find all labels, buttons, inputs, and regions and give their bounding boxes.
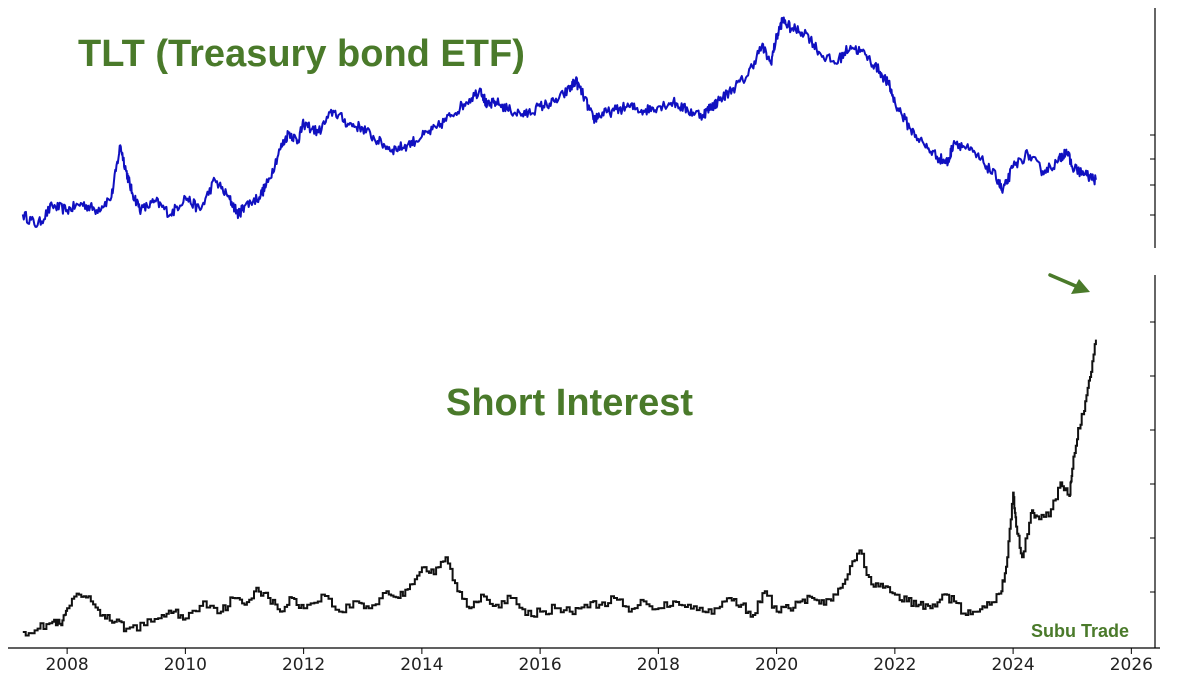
x-tick-label: 2008 xyxy=(45,655,88,675)
x-tick-label: 2026 xyxy=(1110,655,1153,675)
x-tick-label: 2022 xyxy=(873,655,916,675)
bottom-panel-right-ticks xyxy=(1150,321,1155,593)
x-tick-label: 2018 xyxy=(637,655,680,675)
short-interest-panel-title: Short Interest xyxy=(446,382,693,424)
x-tick-label: 2014 xyxy=(400,655,443,675)
tlt-price-line xyxy=(21,16,1097,228)
latest-value-arrow xyxy=(1048,273,1090,294)
x-tick-label: 2012 xyxy=(282,655,325,675)
top-panel-right-ticks xyxy=(1150,134,1155,216)
x-tick-label: 2020 xyxy=(755,655,798,675)
tlt-panel-title: TLT (Treasury bond ETF) xyxy=(78,33,525,75)
short-interest-line xyxy=(22,339,1097,637)
x-tick-label: 2010 xyxy=(164,655,207,675)
x-tick-label: 2024 xyxy=(991,655,1034,675)
watermark: Subu Trade xyxy=(1031,621,1129,641)
x-axis-ticks: 2008 2010 2012 2014 2016 2018 2020 2022 2024 2026 xyxy=(45,648,1153,675)
x-tick-label: 2016 xyxy=(518,655,561,675)
